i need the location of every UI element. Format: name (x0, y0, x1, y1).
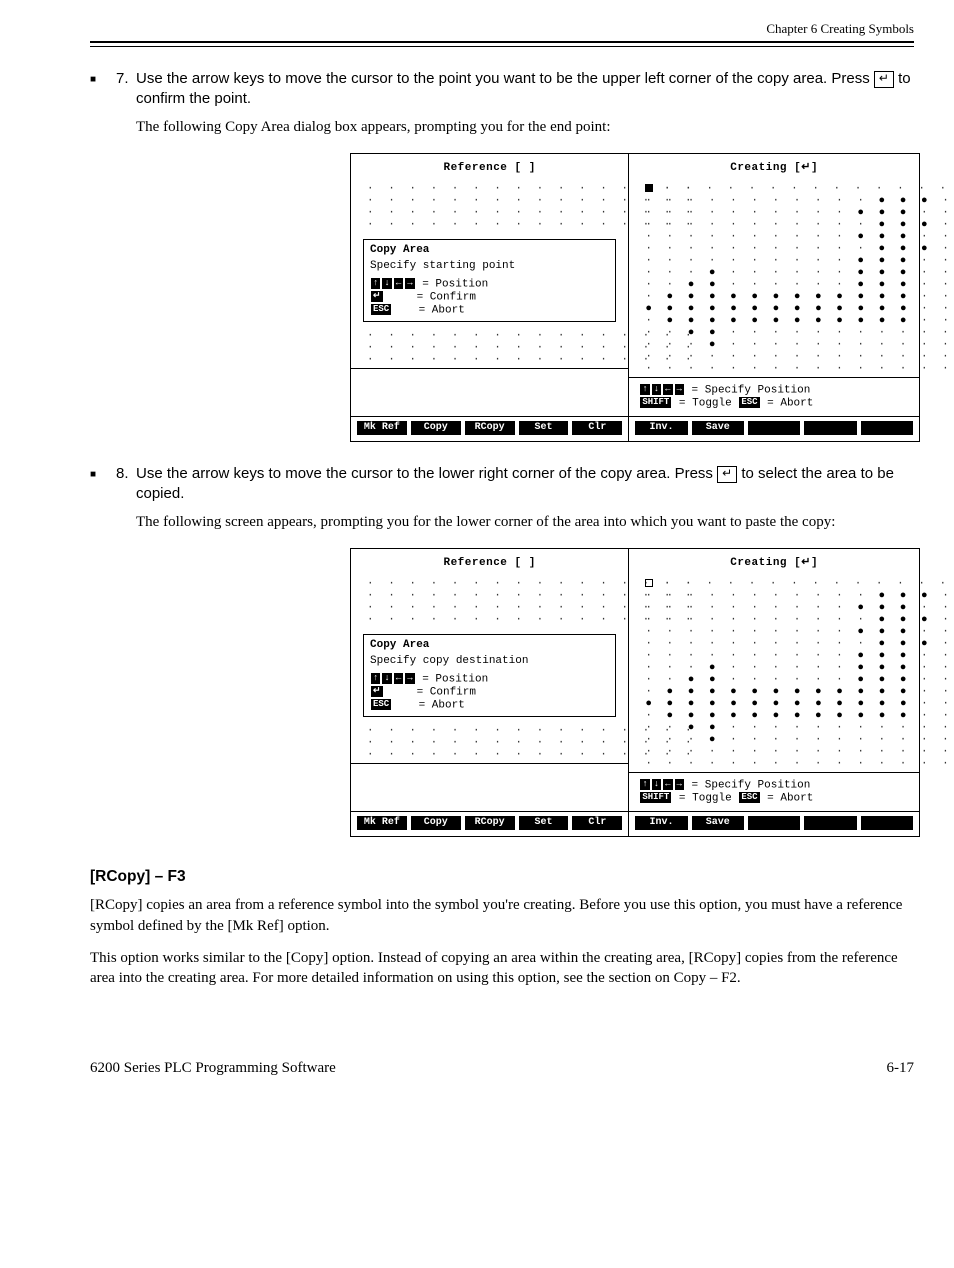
step-8: 8. Use the arrow keys to move the cursor… (90, 464, 914, 837)
softkey-inv[interactable]: Inv. (635, 816, 687, 830)
arrow-up-icon: ↑ (371, 278, 380, 289)
ui-screenshot-2: Reference [ ] · · · · · · · · · · · · · … (350, 548, 920, 836)
ui1-right-title: Creating [↵] (629, 154, 919, 181)
softkey-blank (804, 421, 856, 435)
arrow-up-icon: ↑ (371, 673, 380, 684)
step8-bullet (90, 464, 116, 483)
ui2-hints: ↑↓←→ = Specify Position SHIFT = Toggle E… (629, 772, 919, 811)
footer: 6200 Series PLC Programming Software 6-1… (90, 1058, 914, 1078)
arrow-up-icon: ↑ (640, 384, 649, 395)
ui2-softkeys-right: Inv. Save (629, 811, 919, 836)
ui1-softkeys-left: Mk Ref Copy RCopy Set Clr (351, 416, 629, 441)
step7-bullet (90, 69, 116, 88)
ui2-softkeys-left: Mk Ref Copy RCopy Set Clr (351, 811, 629, 836)
step7-body: The following Copy Area dialog box appea… (136, 117, 914, 137)
softkey-save[interactable]: Save (692, 421, 744, 435)
enter-icon-1: ↵ (371, 291, 383, 302)
ui2-creating-grid: · · · · · · · · · · · · · · · · · · · · … (629, 576, 919, 772)
arrow-right-icon: → (675, 779, 684, 790)
arrow-left-icon: ← (394, 278, 403, 289)
enter-key-1: ↵ (874, 71, 894, 88)
enter-icon-2: ↵ (371, 686, 383, 697)
step7-num: 7. (116, 69, 136, 89)
softkey-blank (748, 816, 800, 830)
ui1-left-title: Reference [ ] (351, 154, 628, 181)
softkey-rcopy[interactable]: RCopy (465, 816, 515, 830)
softkey-save[interactable]: Save (692, 816, 744, 830)
ui1-dialog-line1: ↑↓←→ = Position (370, 278, 609, 291)
softkey-blank (861, 421, 913, 435)
ui1-left-grid-bot: · · · · · · · · · · · · · · · · · · · · … (351, 328, 628, 368)
esc-icon: ESC (739, 792, 759, 803)
softkey-blank (804, 816, 856, 830)
ui2-dialog-line3: ESC = Abort (370, 699, 609, 712)
softkey-clr[interactable]: Clr (572, 816, 622, 830)
ui1-left-grid-top: · · · · · · · · · · · · · · · · · · · · … (351, 181, 628, 233)
softkey-copy[interactable]: Copy (411, 816, 461, 830)
softkey-inv[interactable]: Inv. (635, 421, 687, 435)
step8-body: The following screen appears, prompting … (136, 512, 914, 532)
footer-right: 6-17 (887, 1058, 915, 1078)
arrow-down-icon: ↓ (652, 779, 661, 790)
header-right: Chapter 6 Creating Symbols (90, 20, 914, 38)
arrow-right-icon: → (405, 673, 414, 684)
step7-text: Use the arrow keys to move the cursor to… (136, 69, 914, 110)
arrow-right-icon: → (675, 384, 684, 395)
ui1-dialog-line2: ↵ = Confirm (370, 291, 609, 304)
ui1-dialog-sub: Specify starting point (370, 260, 609, 273)
softkey-rcopy[interactable]: RCopy (465, 421, 515, 435)
softkey-blank (861, 816, 913, 830)
step8-num: 8. (116, 464, 136, 484)
enter-key-2: ↵ (717, 466, 737, 483)
arrow-down-icon: ↓ (652, 384, 661, 395)
softkey-set[interactable]: Set (519, 816, 569, 830)
arrow-down-icon: ↓ (382, 278, 391, 289)
step8-text: Use the arrow keys to move the cursor to… (136, 464, 914, 505)
esc-icon-1: ESC (371, 304, 391, 315)
arrow-left-icon: ← (663, 384, 672, 395)
softkey-clr[interactable]: Clr (572, 421, 622, 435)
rcopy-body-1: [RCopy] copies an area from a reference … (90, 895, 914, 936)
softkey-copy[interactable]: Copy (411, 421, 461, 435)
shift-icon: SHIFT (640, 792, 671, 803)
esc-icon: ESC (739, 397, 759, 408)
softkey-mkref[interactable]: Mk Ref (357, 816, 407, 830)
arrow-left-icon: ← (663, 779, 672, 790)
arrow-up-icon: ↑ (640, 779, 649, 790)
ui-screenshot-1: Reference [ ] · · · · · · · · · · · · · … (350, 153, 920, 441)
ui1-dialog-title: Copy Area (370, 244, 609, 257)
arrow-right-icon: → (405, 278, 414, 289)
rcopy-heading: [RCopy] – F3 (90, 867, 914, 888)
shift-icon: SHIFT (640, 397, 671, 408)
ui2-dialog-sub: Specify copy destination (370, 655, 609, 668)
step-7: 7. Use the arrow keys to move the cursor… (90, 69, 914, 442)
softkey-set[interactable]: Set (519, 421, 569, 435)
ui2-left-grid-bot: · · · · · · · · · · · · · · · · · · · · … (351, 723, 628, 763)
ui2-left-grid-top: · · · · · · · · · · · · · · · · · · · · … (351, 576, 628, 628)
ui2-dialog-line1: ↑↓←→ = Position (370, 673, 609, 686)
esc-icon-2: ESC (371, 699, 391, 710)
ui1-hints: ↑↓←→ = Specify Position SHIFT = Toggle E… (629, 377, 919, 416)
rule-top (90, 41, 914, 43)
ui2-dialog-line2: ↵ = Confirm (370, 686, 609, 699)
softkey-mkref[interactable]: Mk Ref (357, 421, 407, 435)
ui2-dialog-title: Copy Area (370, 639, 609, 652)
arrow-left-icon: ← (394, 673, 403, 684)
ui2-left-title: Reference [ ] (351, 549, 628, 576)
ui1-dialog: Copy Area Specify starting point ↑↓←→ = … (363, 239, 616, 322)
rcopy-body-2: This option works similar to the [Copy] … (90, 948, 914, 989)
ui1-softkeys-right: Inv. Save (629, 416, 919, 441)
arrow-down-icon: ↓ (382, 673, 391, 684)
ui1-creating-grid: · · · · · · · · · · · · · · · · · · · · … (629, 181, 919, 377)
footer-left: 6200 Series PLC Programming Software (90, 1058, 336, 1078)
ui2-right-title: Creating [↵] (629, 549, 919, 576)
ui2-dialog: Copy Area Specify copy destination ↑↓←→ … (363, 634, 616, 717)
rule-top-2 (90, 46, 914, 47)
ui1-dialog-line3: ESC = Abort (370, 304, 609, 317)
softkey-blank (748, 421, 800, 435)
